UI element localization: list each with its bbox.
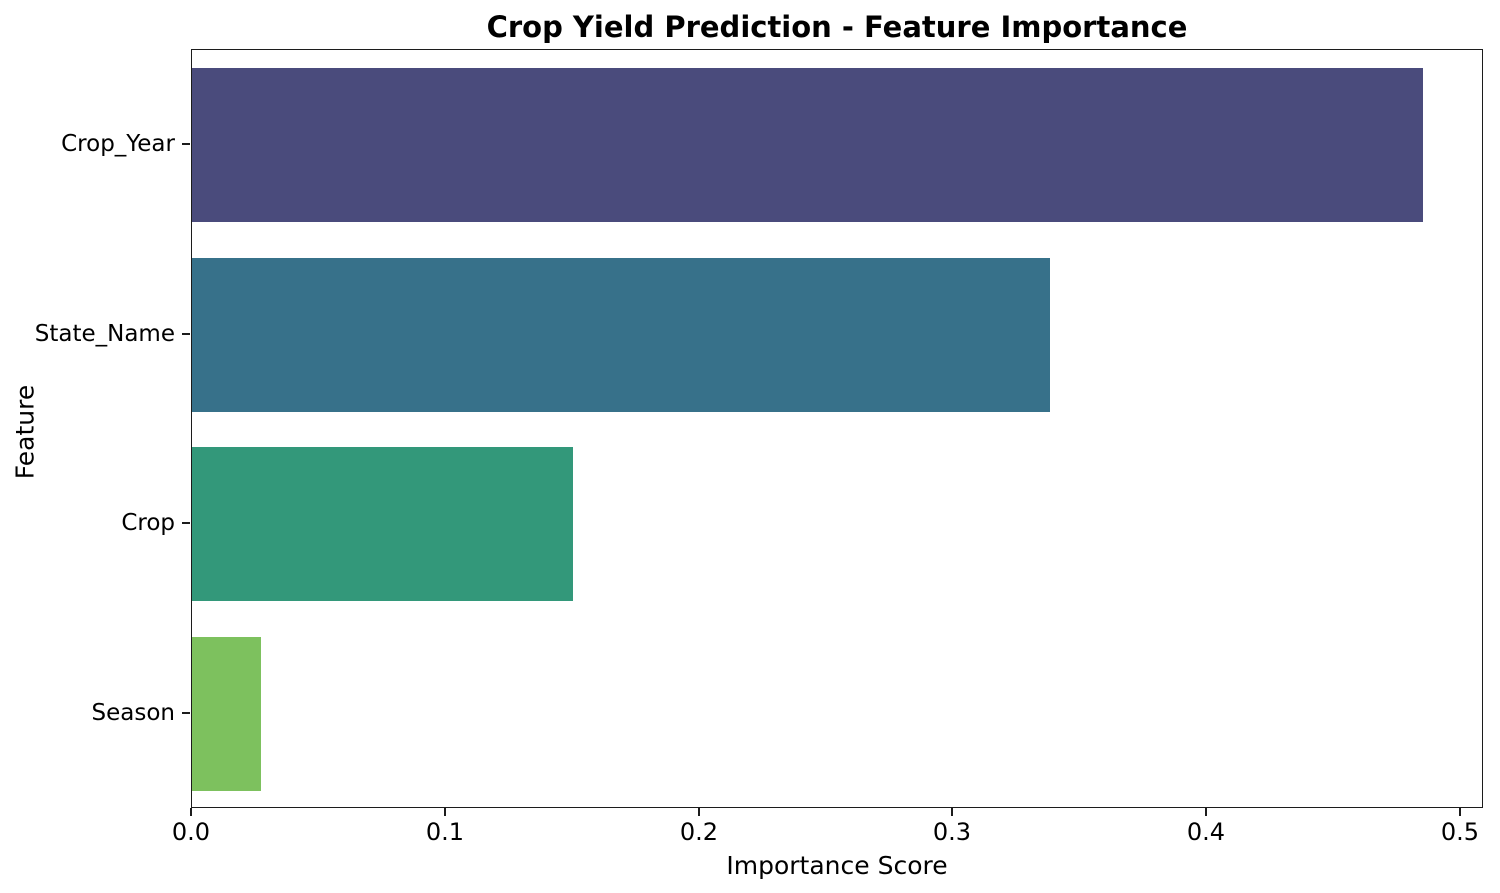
bar-crop	[192, 447, 573, 601]
y-tick-label-crop: Crop	[121, 510, 175, 536]
x-tick-label-0.1: 0.1	[425, 818, 465, 846]
plot-area	[191, 49, 1483, 808]
y-tick-mark	[182, 522, 190, 524]
x-tick-mark	[698, 808, 700, 816]
x-tick-mark	[1459, 808, 1461, 816]
x-axis-label: Importance Score	[726, 851, 948, 880]
y-tick-label-season: Season	[91, 700, 175, 726]
y-axis-label: Feature	[10, 384, 40, 480]
bar-crop_year	[192, 68, 1423, 222]
x-tick-mark	[190, 808, 192, 816]
x-tick-label-0.0: 0.0	[171, 818, 211, 846]
y-tick-mark	[182, 712, 190, 714]
x-tick-label-0.2: 0.2	[679, 818, 719, 846]
x-tick-mark	[951, 808, 953, 816]
y-tick-label-crop_year: Crop_Year	[61, 131, 175, 157]
bar-season	[192, 637, 261, 791]
x-tick-label-0.3: 0.3	[932, 818, 972, 846]
x-tick-label-0.5: 0.5	[1440, 818, 1480, 846]
y-tick-label-state_name: State_Name	[34, 321, 175, 347]
x-tick-mark	[1205, 808, 1207, 816]
x-tick-mark	[444, 808, 446, 816]
chart-title: Crop Yield Prediction - Feature Importan…	[486, 10, 1188, 44]
bar-state_name	[192, 258, 1050, 412]
y-tick-mark	[182, 143, 190, 145]
x-tick-label-0.4: 0.4	[1186, 818, 1226, 846]
y-tick-mark	[182, 333, 190, 335]
